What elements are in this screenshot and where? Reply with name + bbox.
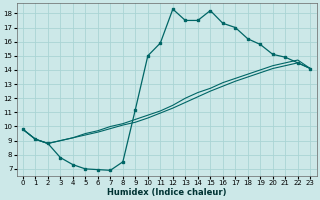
X-axis label: Humidex (Indice chaleur): Humidex (Indice chaleur) <box>107 188 226 197</box>
